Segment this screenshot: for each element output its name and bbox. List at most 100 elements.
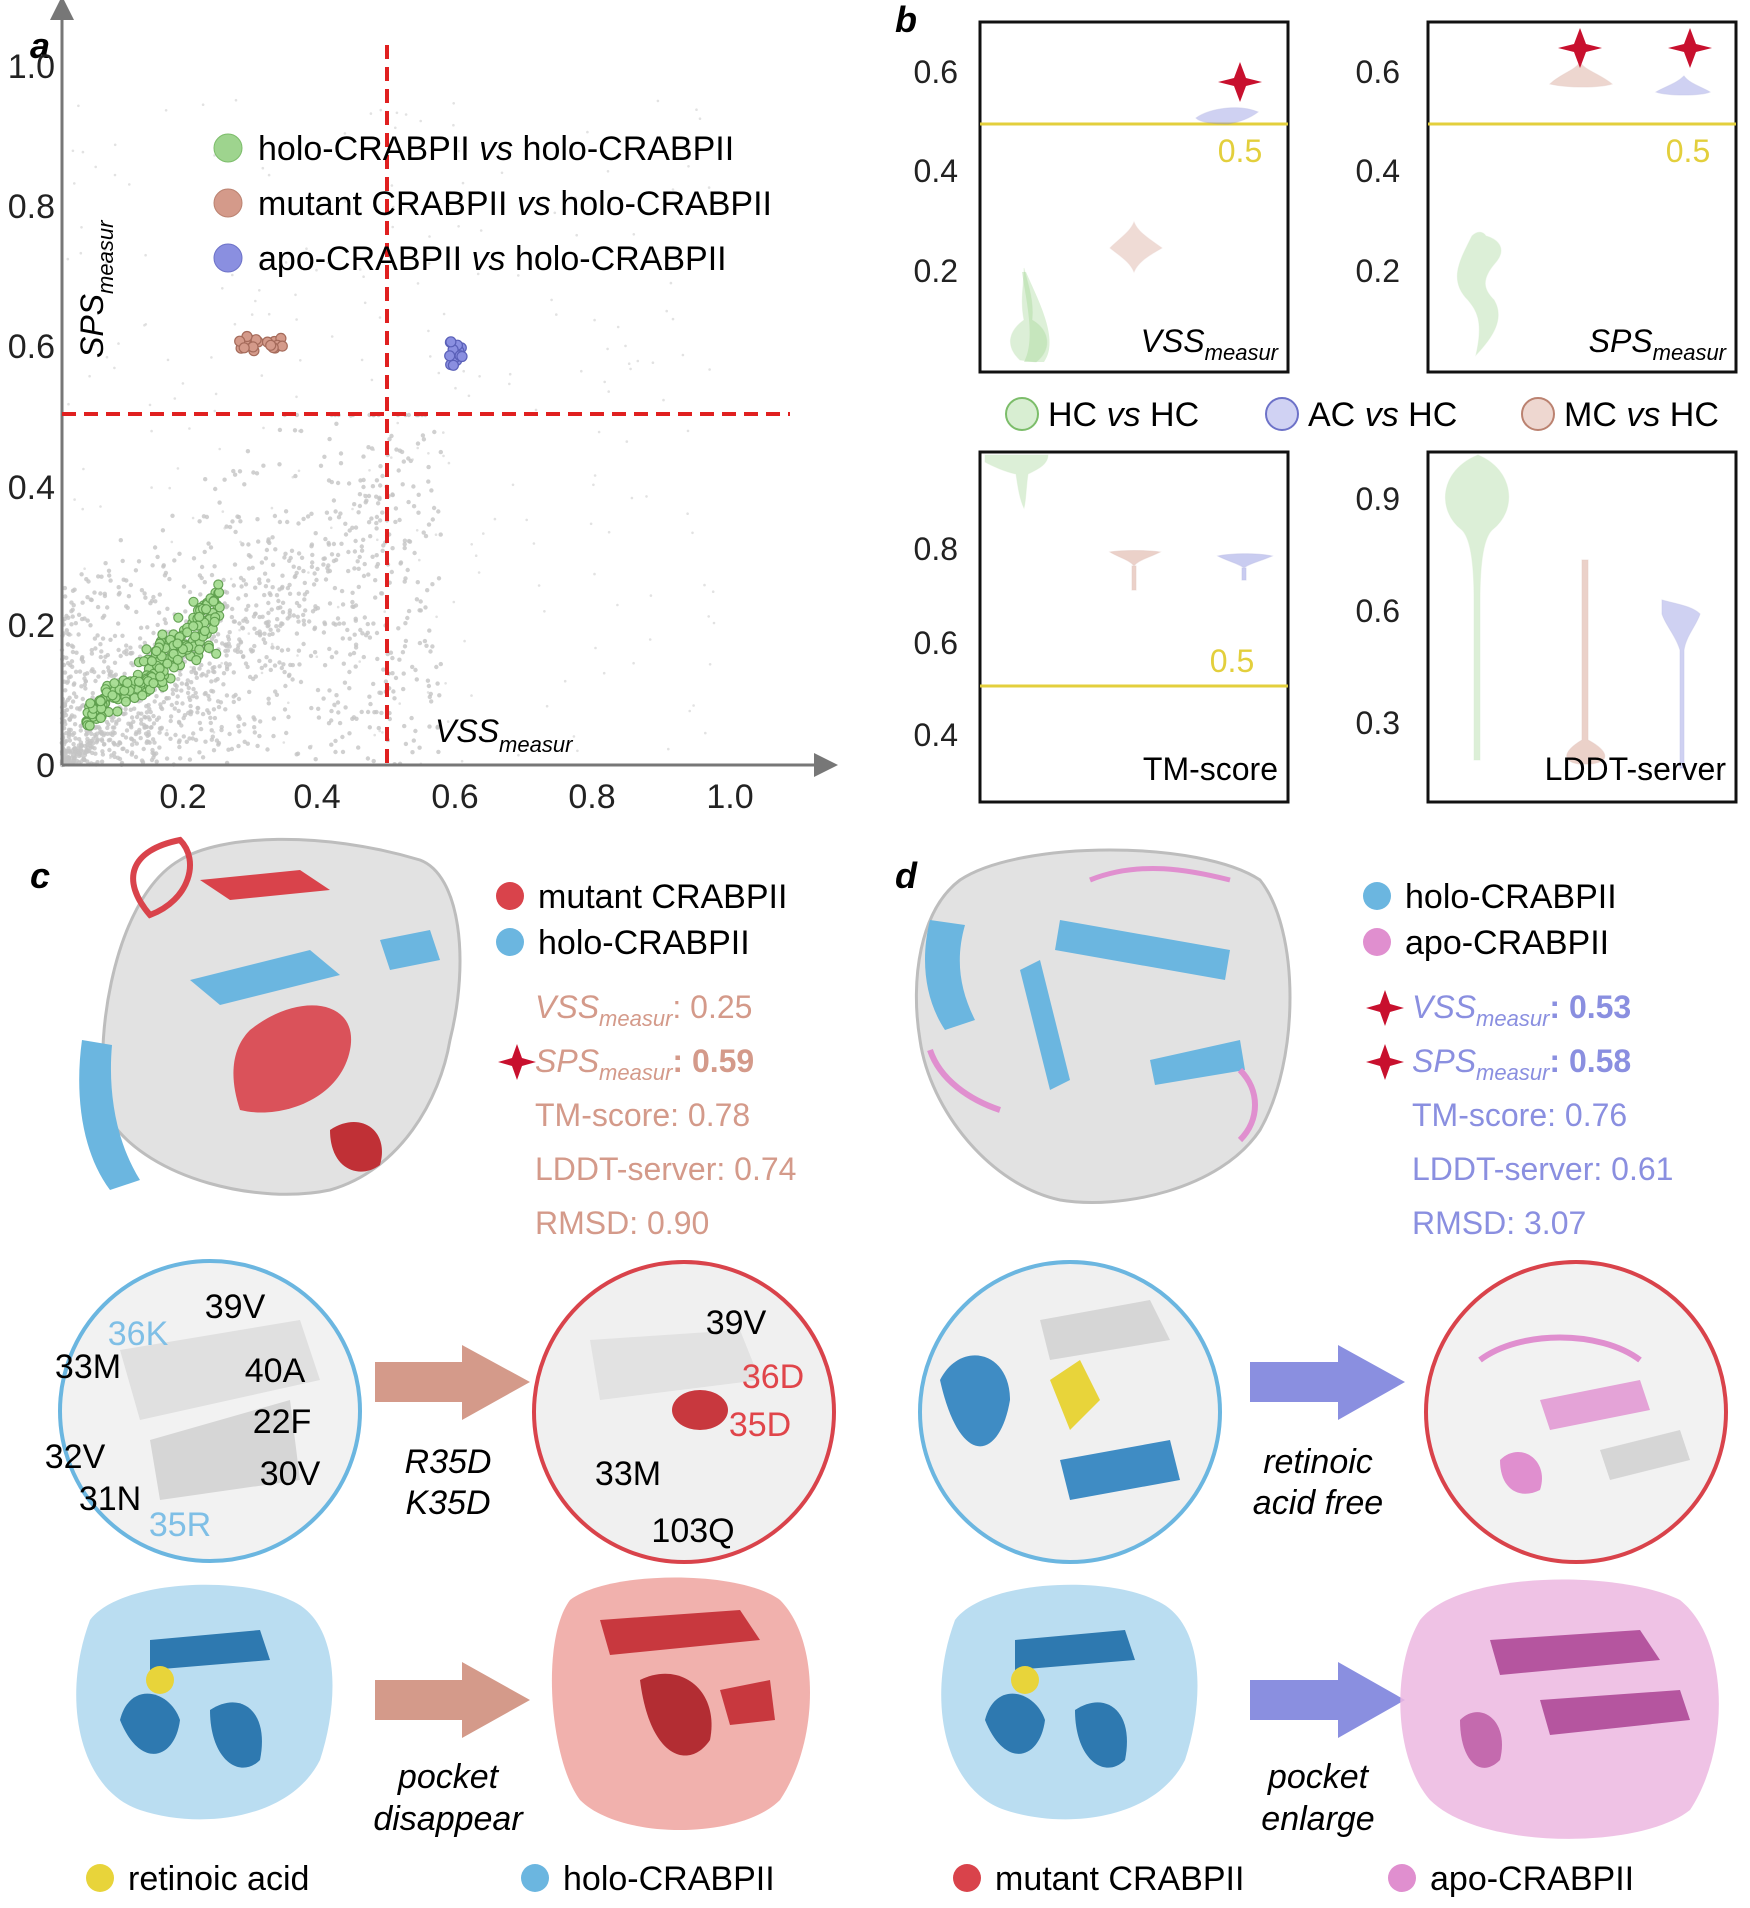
apo-point [447, 359, 459, 371]
background-point [260, 374, 264, 377]
background-point [315, 268, 318, 272]
background-point [414, 597, 420, 602]
background-point [636, 359, 640, 363]
star-icon [1366, 1044, 1404, 1080]
background-point [339, 541, 344, 546]
residue-label: 36K [108, 1315, 169, 1353]
metric-rmsd: RMSD: 0.90 [535, 1205, 709, 1241]
background-point [287, 558, 292, 563]
background-point [77, 669, 83, 674]
background-point [62, 594, 68, 599]
zoom-apo-pocket [1424, 1260, 1728, 1564]
background-point [463, 639, 466, 643]
zoom-holo-site: 39V 36K 33M 40A 22F 32V 30V 31N 35R [45, 1259, 362, 1563]
background-point [77, 104, 80, 108]
background-point [211, 669, 216, 674]
bottom-legend: retinoic acid holo-CRABPII mutant CRABPI… [86, 1860, 1634, 1898]
mutation-label: K35D [405, 1484, 490, 1522]
background-point [176, 708, 181, 714]
background-point [390, 492, 395, 497]
holo-point [109, 678, 120, 689]
background-point [462, 369, 466, 373]
background-point [378, 464, 383, 469]
background-point [376, 538, 379, 542]
legend-item: holo-CRABPII [538, 924, 750, 962]
background-point [353, 538, 358, 544]
background-point [405, 615, 410, 621]
background-point [73, 746, 78, 752]
background-point [118, 653, 123, 659]
background-point [117, 342, 120, 345]
background-point [207, 697, 212, 702]
background-point [285, 616, 290, 621]
background-point [436, 749, 441, 755]
zoom-mutant-site: 39V 36D 35D 33M 103Q [532, 1260, 836, 1564]
background-point [397, 517, 402, 523]
background-point [150, 750, 155, 756]
background-point [426, 683, 432, 689]
panel-c: c mutant CRABPII holo-CRABPII VSSmeasur:… [30, 836, 836, 1838]
background-point [181, 715, 186, 721]
background-point [421, 437, 427, 442]
background-point [525, 518, 528, 522]
significance-star-icon [1558, 28, 1602, 68]
background-point [102, 593, 108, 599]
background-point [88, 623, 93, 628]
background-point [262, 592, 267, 598]
metrics-c: VSSmeasur: 0.25 SPSmeasur: 0.59 TM-score… [498, 989, 796, 1241]
background-point [429, 488, 434, 493]
background-point [575, 233, 578, 237]
background-point [186, 685, 191, 691]
holo-point [141, 644, 152, 655]
background-point [112, 660, 118, 665]
background-point [671, 317, 675, 321]
zoom-holo-pocket [918, 1260, 1222, 1564]
background-point [350, 590, 355, 595]
background-point [401, 671, 406, 676]
background-point [435, 615, 438, 619]
background-point [79, 657, 85, 662]
background-point [222, 477, 227, 482]
background-point [369, 112, 373, 115]
background-point [206, 693, 211, 699]
background-point [335, 616, 341, 621]
background-point [165, 728, 169, 732]
background-point [340, 602, 346, 607]
background-point [274, 593, 280, 598]
background-point [170, 540, 174, 544]
background-point [428, 235, 431, 238]
background-point [417, 745, 422, 750]
background-point [262, 631, 267, 636]
background-point [602, 671, 606, 675]
legend-marker [213, 133, 243, 163]
background-point [85, 595, 90, 600]
background-point [346, 481, 352, 486]
residue-label: 31N [79, 1480, 141, 1518]
background-point [142, 591, 147, 596]
background-point [372, 448, 376, 452]
background-point [216, 742, 221, 747]
background-point [177, 744, 182, 750]
background-point [257, 733, 262, 739]
background-point [266, 619, 271, 624]
background-point [359, 544, 364, 549]
background-point [361, 654, 366, 660]
background-point [174, 700, 179, 706]
background-point [265, 250, 269, 254]
background-point [226, 747, 231, 752]
background-point [381, 667, 386, 672]
background-point [366, 572, 371, 577]
background-point [282, 669, 287, 675]
background-point [240, 625, 245, 630]
legend-marker [953, 1864, 981, 1892]
background-point [211, 707, 217, 712]
background-point [269, 607, 274, 612]
panel-d: d holo-CRABPII apo-CRABPII VSSmeasur: 0.… [895, 848, 1728, 1839]
background-point [168, 486, 171, 490]
background-point [347, 669, 352, 675]
background-point [374, 526, 379, 531]
background-point [90, 691, 96, 696]
background-point [416, 282, 420, 285]
residue-label: 30V [260, 1455, 321, 1493]
background-point [81, 150, 85, 154]
